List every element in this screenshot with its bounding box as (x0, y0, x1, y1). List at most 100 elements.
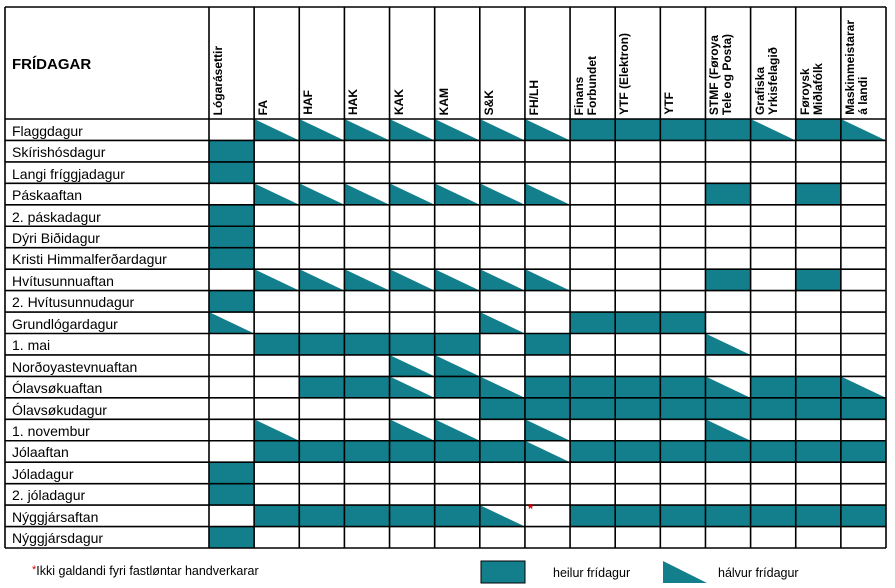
full-day-cell (209, 526, 255, 548)
row-label: Hvítusunnuaftan (12, 272, 114, 289)
full-day-cell (524, 333, 571, 355)
legend-half-swatch (663, 561, 707, 583)
full-day-cell (299, 376, 345, 398)
full-day-cell (705, 440, 751, 463)
half-day-cell (434, 183, 480, 205)
full-day-cell (434, 376, 480, 398)
footnote-text: Ikki galdandi fyri fastløntar handverkar… (36, 564, 259, 578)
full-day-cell (570, 505, 616, 527)
legend-full-label: heilur frídagur (553, 566, 631, 580)
half-day-cell (254, 119, 300, 141)
row-label: Nýggjársdagur (12, 530, 104, 547)
half-day-cell (750, 119, 796, 141)
column-header: YTF (Elektron) (617, 32, 632, 115)
full-day-cell (434, 440, 480, 463)
full-day-cell (795, 376, 841, 398)
footnote: *Ikki galdandi fyri fastløntar handverka… (32, 564, 259, 578)
full-day-cell (344, 505, 390, 527)
column-header: Finans Forbundet (572, 55, 600, 115)
row-label: Nýggjársaftan (12, 508, 99, 525)
full-day-cell (750, 440, 796, 463)
row-label: 1. mai (12, 337, 51, 354)
full-day-cell (705, 183, 751, 205)
full-day-cell (795, 269, 841, 291)
full-day-cell (570, 440, 616, 463)
table-title: FRÍDAGAR (12, 56, 92, 73)
half-day-cell (389, 269, 435, 291)
row-label: Grundlógardagur (12, 315, 118, 332)
row-label: 2. páskadagur (12, 208, 101, 225)
full-day-cell (389, 440, 435, 463)
column-header: FH/LH (526, 79, 541, 115)
half-day-cell (479, 376, 525, 398)
full-day-cell (570, 312, 616, 334)
full-day-cell (660, 312, 706, 334)
full-day-cell (795, 505, 841, 527)
full-day-cell (615, 119, 661, 141)
half-day-cell (840, 119, 886, 141)
full-day-cell (660, 397, 706, 420)
full-day-cell (795, 183, 841, 205)
legend-full-swatch (480, 560, 526, 584)
half-day-cell (389, 419, 435, 441)
full-day-cell (524, 376, 571, 398)
full-day-cell (434, 505, 480, 527)
row-label: Flaggdagur (12, 122, 83, 139)
column-header: FA (256, 99, 271, 115)
full-day-cell (705, 119, 751, 141)
half-day-cell (479, 269, 525, 291)
full-day-cell (344, 333, 390, 355)
half-day-cell (299, 183, 345, 205)
half-day-cell (524, 119, 571, 141)
full-day-cell (615, 376, 661, 398)
full-day-cell (570, 119, 616, 141)
half-day-cell (524, 269, 571, 291)
full-day-cell (209, 462, 255, 484)
full-day-cell (209, 204, 255, 227)
half-day-cell (524, 183, 571, 205)
half-day-cell (524, 440, 571, 463)
full-day-cell (344, 376, 390, 398)
full-day-cell (254, 440, 300, 463)
full-day-cell (615, 505, 661, 527)
half-day-cell (254, 419, 300, 441)
half-day-cell (434, 354, 480, 377)
half-day-cell (705, 333, 751, 355)
full-day-cell (479, 397, 525, 420)
column-header: Maskinmeistarar á landi (842, 20, 870, 115)
full-day-cell (795, 119, 841, 141)
half-day-cell (705, 419, 751, 441)
half-day-cell (299, 119, 345, 141)
full-day-cell (479, 440, 525, 463)
column-header: HAK (346, 89, 361, 115)
full-day-cell (209, 290, 255, 313)
full-day-cell (299, 505, 345, 527)
row-label: 2. Hvítusunnudagur (12, 294, 135, 311)
full-day-cell (750, 397, 796, 420)
column-header: KAK (391, 89, 406, 115)
full-day-cell (524, 397, 571, 420)
half-day-cell (209, 312, 255, 334)
row-label: 2. jóladagur (12, 487, 86, 504)
row-label: Jóladagur (12, 465, 74, 482)
row-label: Norðoyastevnuaftan (12, 358, 138, 375)
full-day-cell (570, 397, 616, 420)
column-header: HAF (301, 90, 316, 115)
full-day-cell (344, 440, 390, 463)
full-day-cell (705, 269, 751, 291)
full-day-cell (660, 505, 706, 527)
half-day-cell (705, 376, 751, 398)
half-day-cell (479, 119, 525, 141)
full-day-cell (254, 505, 300, 527)
full-day-cell (660, 119, 706, 141)
full-day-cell (750, 505, 796, 527)
half-day-cell (389, 183, 435, 205)
full-day-cell (705, 397, 751, 420)
footnote-star: * (32, 564, 37, 576)
half-day-cell (389, 119, 435, 141)
full-day-cell (299, 333, 345, 355)
full-day-cell (389, 505, 435, 527)
column-header: Føroysk Miðlafólk (797, 62, 825, 115)
full-day-cell (209, 161, 255, 184)
half-day-cell (389, 354, 435, 377)
